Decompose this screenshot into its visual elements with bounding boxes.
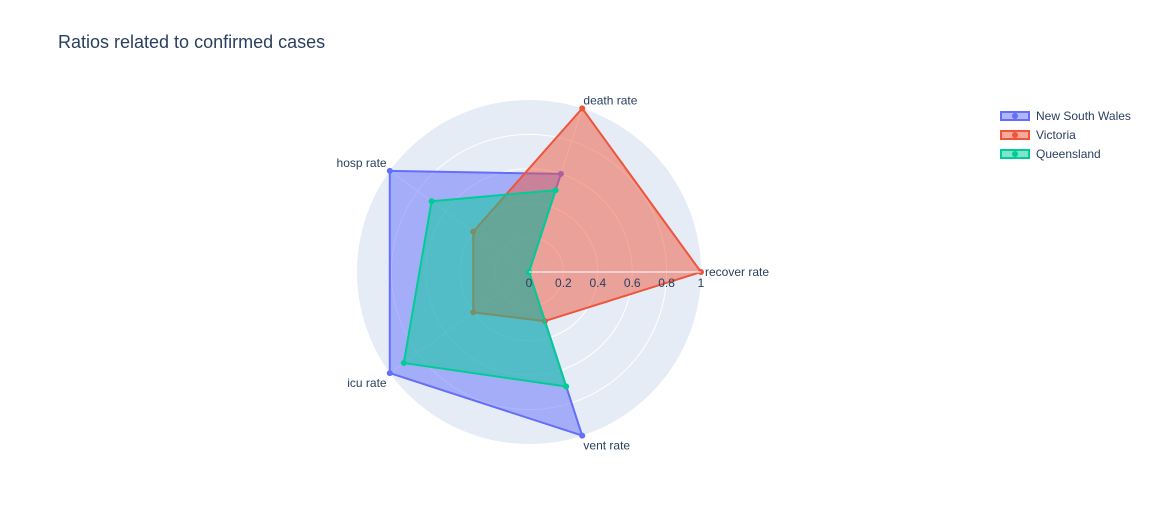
data-point[interactable] (552, 187, 559, 194)
data-point[interactable] (386, 167, 393, 174)
data-point[interactable] (386, 370, 393, 377)
series-area-2 (402, 189, 568, 388)
legend-item[interactable]: Victoria (1000, 125, 1131, 144)
legend-swatch (1000, 148, 1030, 159)
category-label: vent rate (583, 439, 630, 453)
radar-series (386, 105, 704, 439)
category-label: icu rate (347, 376, 387, 390)
legend-marker (1012, 112, 1018, 119)
chart-title: Ratios related to confirmed cases (58, 32, 326, 52)
legend-swatch (1000, 129, 1030, 140)
data-point[interactable] (428, 198, 435, 205)
legend-item[interactable]: New South Wales (1000, 106, 1131, 125)
data-point[interactable] (579, 432, 586, 439)
data-point[interactable] (579, 105, 586, 112)
legend-label: Victoria (1036, 127, 1076, 142)
legend-item[interactable]: Queensland (1000, 144, 1131, 163)
legend-label: Queensland (1036, 146, 1101, 161)
legend-marker (1012, 131, 1018, 138)
radial-tick-label: 1 (698, 276, 705, 290)
radial-tick-label: 0.6 (624, 276, 641, 290)
category-label: recover rate (705, 265, 769, 279)
radial-tick-label: 0.8 (658, 276, 675, 290)
category-label: hosp rate (337, 156, 387, 170)
radial-tick-label: 0 (526, 276, 533, 290)
legend-label: New South Wales (1036, 108, 1131, 123)
legend-swatch (1000, 110, 1030, 121)
data-point[interactable] (400, 360, 407, 366)
category-label: death rate (583, 93, 637, 107)
radial-tick-label: 0.2 (555, 276, 572, 290)
legend-marker (1012, 150, 1018, 157)
legend[interactable]: New South Wales Victoria Queensland (1000, 106, 1131, 163)
radial-tick-label: 0.4 (589, 276, 606, 290)
data-point[interactable] (563, 383, 570, 390)
